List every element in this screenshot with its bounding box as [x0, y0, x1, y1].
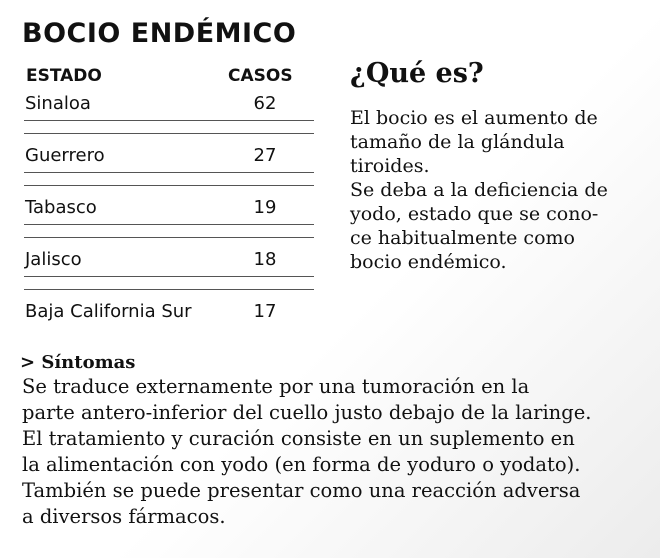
- state-name: Tabasco: [25, 197, 97, 218]
- row-rule: [24, 276, 314, 277]
- heading: > Síntomas: [20, 352, 136, 373]
- column-header: CASOS: [228, 66, 293, 86]
- row-rule: [24, 133, 314, 134]
- text-line: parte antero-inferior del cuello justo d…: [22, 401, 592, 424]
- state-name: Sinaloa: [25, 93, 91, 114]
- row-rule: [24, 185, 314, 186]
- row-rule: [24, 237, 314, 238]
- case-count: 19: [253, 197, 277, 218]
- case-count: 18: [253, 249, 277, 270]
- text-line: tamaño de la glándula: [350, 131, 565, 153]
- row-rule: [24, 120, 314, 121]
- text-line: la alimentación con yodo (en forma de yo…: [22, 453, 581, 476]
- case-count: 17: [253, 301, 277, 322]
- text-line: yodo, estado que se cono-: [350, 203, 599, 225]
- row-rule: [24, 289, 314, 290]
- text-line: También se puede presentar como una reac…: [22, 479, 581, 502]
- text-line: ce habitualmente como: [350, 227, 575, 249]
- text-line: El bocio es el aumento de: [350, 107, 598, 129]
- text-line: a diversos fármacos.: [22, 505, 226, 528]
- row-rule: [24, 172, 314, 173]
- column-header: ESTADO: [26, 66, 102, 86]
- case-count: 62: [253, 93, 277, 114]
- text-line: El tratamiento y curación consiste en un…: [22, 427, 575, 450]
- text-line: Se traduce externamente por una tumoraci…: [22, 375, 530, 398]
- state-name: Guerrero: [25, 145, 105, 166]
- state-name: Baja California Sur: [25, 301, 192, 322]
- text-line: tiroides.: [350, 155, 430, 177]
- title: BOCIO ENDÉMICO: [22, 18, 297, 49]
- text-line: Se deba a la deficiencia de: [350, 179, 608, 201]
- text-line: bocio endémico.: [350, 251, 507, 273]
- case-count: 27: [253, 145, 277, 166]
- row-rule: [24, 224, 314, 225]
- heading: ¿Qué es?: [350, 58, 484, 89]
- state-name: Jalisco: [25, 249, 82, 270]
